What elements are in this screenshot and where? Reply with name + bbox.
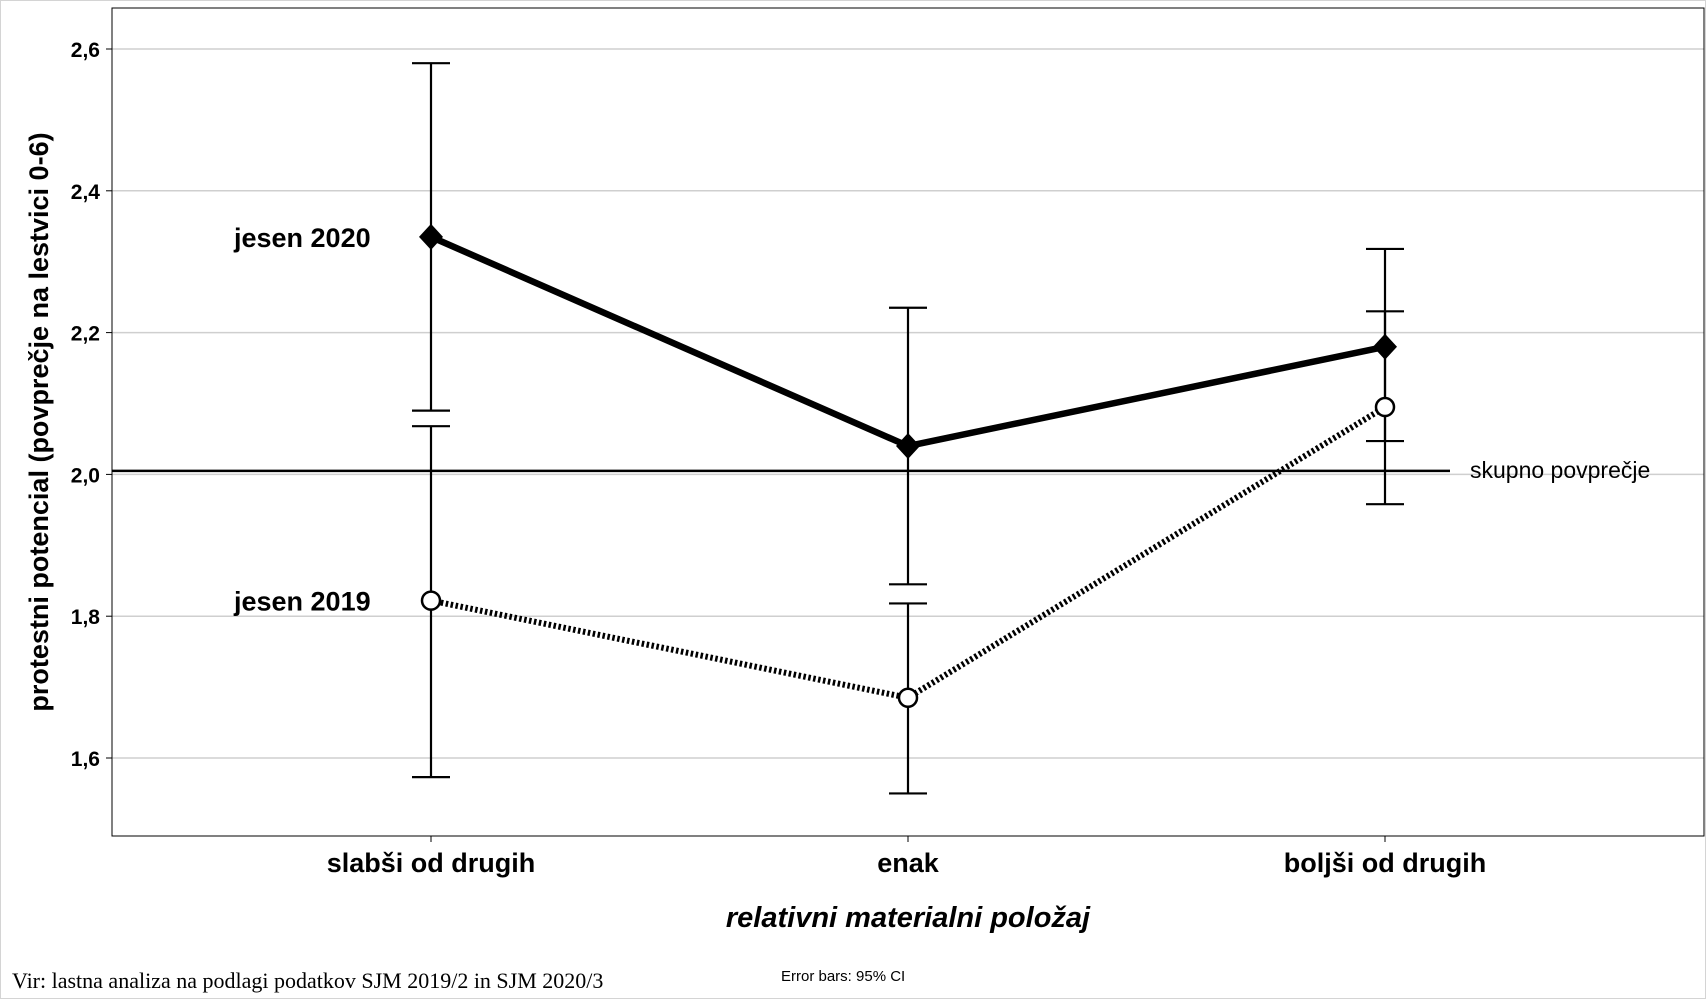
error-bars bbox=[412, 62, 1404, 795]
data-point-circle bbox=[897, 687, 919, 708]
y-tick-label: 2,6 bbox=[71, 39, 100, 62]
data-point-diamond bbox=[1373, 333, 1397, 360]
series-labels: jesen 2020 jesen 2019 bbox=[233, 223, 371, 617]
data-point-circle bbox=[420, 590, 442, 611]
y-tick-label: 1,8 bbox=[71, 606, 101, 629]
x-tick-label: slabši od drugih bbox=[327, 848, 536, 878]
y-tick-label: 2,4 bbox=[71, 181, 101, 204]
x-tick-label: boljši od drugih bbox=[1284, 848, 1486, 878]
data-point-diamond bbox=[419, 223, 443, 250]
source-note: Vir: lastna analiza na podlagi podatkov … bbox=[12, 968, 604, 993]
y-axis-title: protestni potencial (povprečje na lestvi… bbox=[24, 132, 54, 711]
y-tick-label: 2,0 bbox=[71, 464, 100, 487]
axes: 1,6 1,8 2,0 2,2 2,4 2,6 slabši od drugih enak bo… bbox=[24, 39, 1486, 934]
y-tick-label: 1,6 bbox=[71, 748, 100, 771]
error-bars-note: Error bars: 95% CI bbox=[781, 968, 906, 985]
x-tick-label: enak bbox=[877, 848, 940, 878]
series-label: jesen 2020 bbox=[233, 223, 371, 253]
reference-line-label: skupno povprečje bbox=[1470, 457, 1650, 483]
series-label: jesen 2019 bbox=[233, 587, 371, 617]
data-points bbox=[419, 223, 1397, 708]
x-axis-title: relativni materialni položaj bbox=[726, 902, 1091, 934]
data-point-circle bbox=[1374, 396, 1396, 418]
data-point-diamond bbox=[896, 433, 920, 460]
y-tick-label: 2,2 bbox=[71, 323, 100, 346]
reference-line-group: skupno povprečje bbox=[112, 457, 1650, 483]
gridlines bbox=[112, 48, 1704, 759]
